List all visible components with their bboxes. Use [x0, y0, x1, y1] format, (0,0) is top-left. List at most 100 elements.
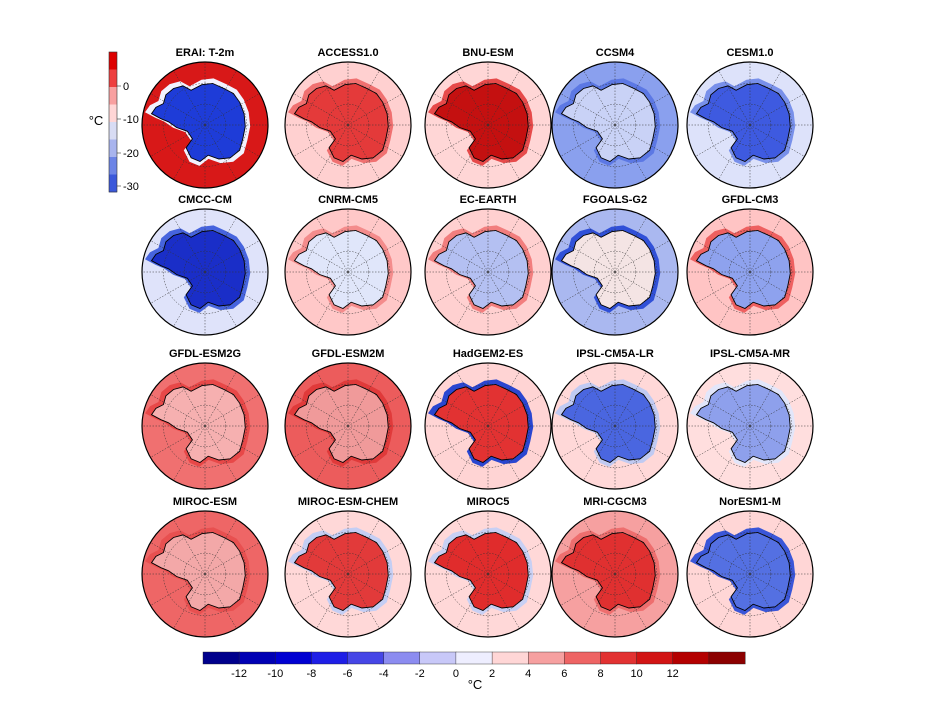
- bias-colorbar-tick-label: -2: [415, 668, 425, 680]
- bias-colorbar-tick-label: -6: [343, 668, 353, 680]
- continent-field: [294, 532, 389, 611]
- map-frame: [284, 510, 412, 638]
- bias-colorbar-swatch: [600, 651, 638, 665]
- reference-colorbar-tick-label: -10: [123, 114, 139, 126]
- map-frame: [424, 61, 552, 189]
- reference-colorbar-frame: [108, 51, 118, 193]
- continent-field: [294, 83, 389, 162]
- reference-colorbar-tick-label: -20: [123, 148, 139, 160]
- coastline: [150, 531, 246, 612]
- coastline: [695, 531, 791, 612]
- panel-title: MIROC-ESM-CHEM: [298, 496, 398, 508]
- parallel-line: [326, 404, 370, 448]
- map-frame: [686, 61, 814, 189]
- coastline: [695, 229, 791, 310]
- bias-colorbar-tick-label: -10: [267, 668, 283, 680]
- map-panel: MRI-CGCM3: [551, 496, 679, 638]
- coastline: [150, 383, 246, 464]
- reference-colorbar-swatch: [109, 139, 117, 158]
- coastline: [293, 383, 389, 464]
- map-field: [285, 209, 411, 335]
- map-field: [142, 62, 268, 188]
- parallel-line: [466, 404, 510, 448]
- continent-field: [151, 384, 246, 463]
- parallel-line: [593, 404, 637, 448]
- continent-field: [434, 230, 529, 309]
- reference-colorbar-tick-label: 0: [123, 81, 129, 93]
- coastline: [560, 383, 656, 464]
- bias-colorbar: -12 -10 -8 -6 -4 -2 0 2 4 6 8 10 12 °C: [202, 651, 746, 692]
- continent-field: [561, 83, 656, 162]
- continent-field: [561, 532, 656, 611]
- parallel-line: [593, 103, 637, 147]
- bias-colorbar-ticks: -12 -10 -8 -6 -4 -2 0 2 4 6 8 10 12: [231, 668, 679, 680]
- map-field: [425, 363, 551, 489]
- map-frame: [686, 208, 814, 336]
- reference-colorbar-swatch: [109, 174, 117, 193]
- reference-colorbar-ticks: 0 -10 -20 -30: [117, 81, 139, 193]
- panel-title: EC-EARTH: [460, 194, 517, 206]
- map-frame: [141, 362, 269, 490]
- map-field: [285, 62, 411, 188]
- coastline: [293, 82, 389, 163]
- map-frame: [551, 61, 679, 189]
- continent-field: [294, 384, 389, 463]
- parallel-line: [573, 230, 657, 314]
- parallel-line: [183, 404, 227, 448]
- continent-field: [434, 532, 529, 611]
- bias-colorbar-tick-label: -12: [231, 668, 247, 680]
- panel-title: FGOALS-G2: [583, 194, 647, 206]
- panel-title: ERAI: T-2m: [176, 47, 235, 59]
- bias-colorbar-swatch: [383, 651, 421, 665]
- parallel-line: [573, 532, 657, 616]
- continent-field: [696, 230, 791, 309]
- map-panel: CMCC-CM: [141, 194, 269, 336]
- map-field: [285, 511, 411, 637]
- panel-title: BNU-ESM: [462, 47, 513, 59]
- reference-colorbar: 0 -10 -20 -30 °C: [89, 51, 139, 193]
- bias-colorbar-swatch: [311, 651, 348, 665]
- bias-colorbar-tick-label: 2: [489, 668, 495, 680]
- map-panel: MIROC5: [424, 496, 552, 638]
- continent-field: [151, 83, 246, 162]
- parallel-line: [326, 250, 370, 294]
- map-panels: ERAI: T-2m ACCESS1.0 BNU-ESM CCSM4 CESM1.0 CM…: [141, 47, 814, 638]
- map-frame: [686, 510, 814, 638]
- map-panel: ACCESS1.0: [284, 47, 412, 189]
- coastline: [560, 82, 656, 163]
- parallel-line: [593, 552, 637, 596]
- bias-colorbar-tick-label: 6: [561, 668, 567, 680]
- parallel-line: [466, 250, 510, 294]
- map-frame: [424, 362, 552, 490]
- coastline: [150, 229, 246, 310]
- coastline: [433, 383, 529, 464]
- map-field: [425, 62, 551, 188]
- reference-colorbar-swatch: [109, 122, 117, 140]
- bias-colorbar-swatch: [202, 651, 240, 665]
- bias-colorbar-tick-label: -4: [379, 668, 389, 680]
- panel-title: IPSL-CM5A-LR: [576, 348, 654, 360]
- reference-colorbar-swatch: [109, 157, 117, 175]
- panel-title: HadGEM2-ES: [453, 348, 523, 360]
- map-field: [142, 511, 268, 637]
- bias-colorbar-swatch: [275, 651, 312, 665]
- panel-title: MIROC-ESM: [173, 496, 237, 508]
- map-frame: [141, 208, 269, 336]
- map-panel: BNU-ESM: [424, 47, 552, 189]
- map-field: [687, 62, 813, 188]
- parallel-line: [306, 384, 390, 468]
- bias-colorbar-swatch: [347, 651, 385, 665]
- map-frame: [424, 510, 552, 638]
- bias-colorbar-swatch: [564, 651, 601, 665]
- parallel-line: [728, 404, 772, 448]
- panel-title: GFDL-CM3: [722, 194, 779, 206]
- map-panel: EC-EARTH: [424, 194, 552, 336]
- map-panel: FGOALS-G2: [551, 194, 679, 336]
- reference-colorbar-swatch: [109, 52, 117, 70]
- map-panel: GFDL-ESM2M: [284, 348, 412, 490]
- parallel-line: [183, 552, 227, 596]
- panel-title: NorESM1-M: [719, 496, 781, 508]
- continent-field: [696, 384, 791, 463]
- parallel-line: [163, 83, 247, 167]
- map-field: [552, 511, 678, 637]
